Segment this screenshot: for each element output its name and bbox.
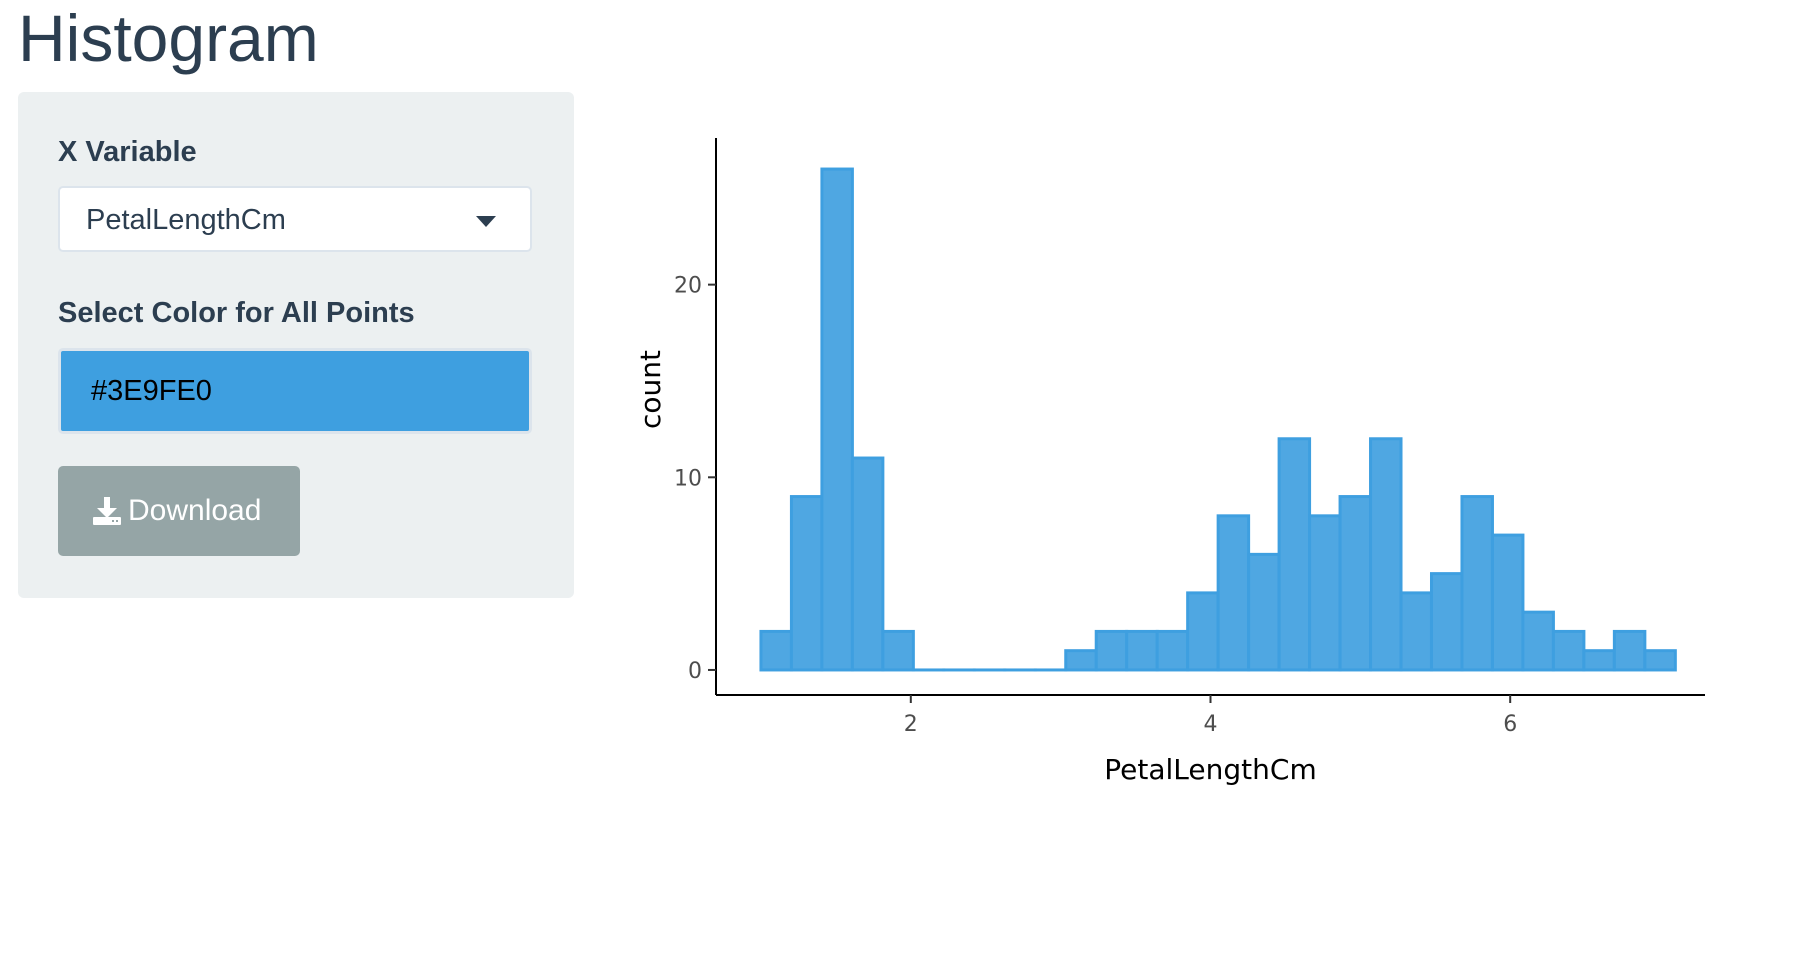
chevron-down-icon bbox=[476, 216, 496, 227]
color-label: Select Color for All Points bbox=[58, 297, 415, 329]
histogram-bar bbox=[820, 167, 854, 672]
histogram-bar bbox=[1186, 591, 1220, 672]
histogram-bar bbox=[1490, 533, 1525, 672]
download-icon bbox=[93, 497, 121, 525]
histogram-bar bbox=[1338, 495, 1373, 672]
sidebar-panel: X Variable PetalLengthCm Select Color fo… bbox=[18, 92, 574, 598]
x-axis-title: PetalLengthCm bbox=[1104, 753, 1316, 786]
histogram-bar bbox=[1094, 629, 1129, 672]
histogram-bar bbox=[1643, 649, 1677, 672]
histogram-bar bbox=[1460, 495, 1494, 672]
color-value-text: #3E9FE0 bbox=[91, 375, 212, 407]
x-tick-label: 2 bbox=[904, 712, 918, 737]
x-variable-select[interactable]: PetalLengthCm bbox=[58, 186, 532, 252]
download-label: Download bbox=[128, 494, 262, 527]
x-variable-label: X Variable bbox=[58, 136, 197, 168]
histogram-bar bbox=[1216, 514, 1251, 672]
histogram-bar bbox=[850, 456, 885, 672]
histogram-bar bbox=[1308, 514, 1342, 672]
histogram-bar bbox=[1551, 629, 1586, 672]
histogram-bar bbox=[1247, 552, 1281, 672]
download-button[interactable]: Download bbox=[58, 466, 300, 556]
y-tick-label: 10 bbox=[674, 466, 702, 491]
y-tick-label: 20 bbox=[674, 274, 702, 299]
histogram-bar bbox=[1521, 610, 1555, 672]
histogram-bar bbox=[789, 495, 824, 672]
histogram-bar bbox=[1125, 629, 1159, 672]
histogram-bar bbox=[1429, 572, 1464, 672]
histogram-bar bbox=[1277, 437, 1312, 672]
y-tick-label: 0 bbox=[688, 659, 702, 684]
histogram-bar bbox=[1582, 649, 1616, 672]
x-tick-label: 4 bbox=[1204, 712, 1218, 737]
x-variable-selected-value: PetalLengthCm bbox=[86, 204, 286, 236]
histogram-bar bbox=[1369, 437, 1403, 672]
histogram-bar bbox=[1399, 591, 1433, 672]
histogram-bar bbox=[1155, 629, 1190, 672]
y-axis-title: count bbox=[634, 350, 667, 429]
histogram-svg: 0 10 20 2 4 6 PetalLengthCm count bbox=[634, 138, 1705, 786]
histogram-bar bbox=[881, 629, 915, 672]
histogram-bar bbox=[759, 629, 793, 672]
page-title: Histogram bbox=[18, 1, 319, 75]
histogram-plot: 0 10 20 2 4 6 PetalLengthCm count bbox=[600, 110, 1800, 930]
histogram-bar bbox=[1612, 629, 1647, 672]
histogram-bar bbox=[1064, 649, 1098, 672]
x-tick-label: 6 bbox=[1503, 712, 1517, 737]
color-picker-input[interactable]: #3E9FE0 bbox=[58, 348, 532, 434]
color-swatch bbox=[61, 351, 529, 431]
